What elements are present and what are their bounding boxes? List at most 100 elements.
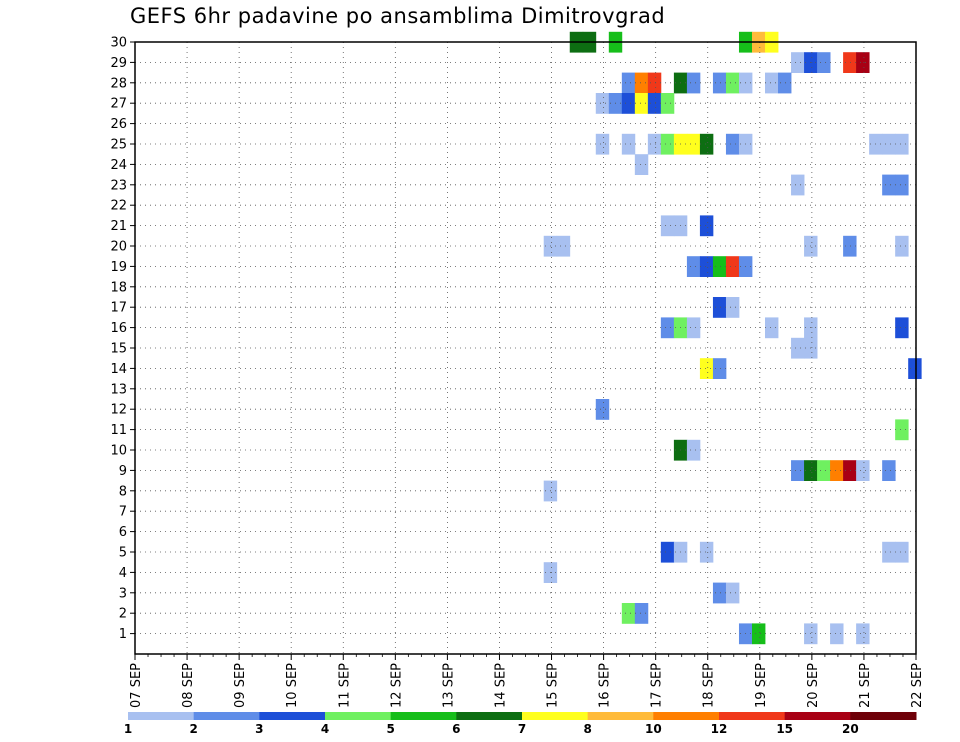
heatmap-cell [791,52,805,73]
x-tick-label: 08 SEP [181,663,196,708]
y-tick-label: 30 [110,36,127,51]
heatmap-cell [830,460,844,481]
heatmap-cell [699,358,714,379]
heatmap-cell [660,133,675,155]
heatmap-cell [595,399,610,420]
heatmap-cell [778,72,792,94]
legend-swatch [719,712,786,720]
legend-swatch [850,712,917,720]
heatmap-cell [830,623,844,645]
y-tick-label: 2 [119,607,127,622]
heatmap-cell [725,297,740,318]
chart-title: GEFS 6hr padavine po ansamblima Dimitrov… [130,4,666,28]
heatmap-cell [621,133,636,155]
heatmap-cell [895,133,909,155]
legend-swatch [587,712,654,720]
x-tick-label: 14 SEP [493,663,508,708]
heatmap-cell [634,603,649,624]
legend-label: 15 [776,722,793,736]
x-tick-label: 18 SEP [702,663,717,708]
heatmap-cell [725,133,740,155]
legend-label: 8 [583,722,591,736]
legend-swatch [128,712,195,720]
y-tick-label: 27 [110,97,127,112]
heatmap-cell [882,541,896,563]
heatmap-cell [895,419,909,441]
y-tick-label: 23 [110,178,127,193]
y-tick-label: 21 [110,219,127,234]
legend-label: 7 [518,722,526,736]
heatmap-cell [895,174,909,196]
legend-label: 1 [124,722,132,736]
heatmap-cell [895,235,909,257]
heatmap-cell [556,235,571,257]
y-tick-label: 17 [110,301,127,316]
x-tick-label: 09 SEP [233,663,248,708]
heatmap-cell [634,93,649,114]
y-tick-label: 24 [110,158,127,173]
heatmap-cell [791,337,805,359]
heatmap-cell [817,52,831,73]
legend: 1 2 3 4 5 6 7 8 10 12 15 20 [124,712,917,736]
y-tick-label: 5 [119,546,127,561]
x-tick-label: 19 SEP [754,663,769,708]
heatmap-cell [634,72,649,94]
heatmap-cell [725,582,740,604]
x-tick-label: 15 SEP [546,663,561,708]
heatmap-cell [765,72,779,94]
heatmap-cell [856,460,870,481]
y-tick-label: 1 [119,627,127,642]
heatmap-cell [686,439,701,461]
legend-label: 3 [255,722,263,736]
x-tick-label: 11 SEP [337,663,352,708]
y-tick-label: 9 [119,464,127,479]
x-tick-label: 12 SEP [389,663,404,708]
heatmap-cell [895,317,909,339]
y-tick-label: 22 [110,199,127,214]
y-tick-label: 13 [110,382,127,397]
legend-label: 10 [645,722,662,736]
legend-swatch [456,712,523,720]
heatmap-cell [712,582,727,604]
legend-swatch [653,712,720,720]
heatmap-cell [817,460,831,481]
legend-label: 2 [189,722,197,736]
heatmap-cell [765,317,779,339]
legend-swatch [522,712,589,720]
x-tick-label: 16 SEP [598,663,613,708]
heatmap-cell [621,603,636,624]
heatmap-cell [712,358,727,379]
x-tick-label: 22 SEP [910,663,925,708]
heatmap-cell [712,256,727,277]
y-tick-label: 18 [110,280,127,295]
legend-label: 12 [711,722,728,736]
x-tick-label: 10 SEP [285,663,300,708]
heatmap-cell [751,623,766,645]
heatmap-cell [621,72,636,94]
y-tick-label: 16 [110,321,127,336]
y-tick-label: 20 [110,240,127,255]
y-tick-label: 14 [110,362,127,377]
heatmap-cell [882,174,896,196]
legend-swatch [193,712,260,720]
heatmap-cell [595,133,610,155]
heatmap-cell [882,133,896,155]
heatmap-cell [634,154,649,175]
legend-label: 4 [321,722,329,736]
heatmap-cell [647,133,662,155]
heatmap-cell [595,93,610,114]
y-tick-label: 6 [119,525,127,540]
cells-layer [543,31,922,645]
y-tick-label: 15 [110,342,127,357]
heatmap-cell [660,215,675,237]
heatmap-cell [712,297,727,318]
y-tick-label: 12 [110,403,127,418]
heatmap-cell [882,460,896,481]
heatmap-cell [686,133,701,155]
heatmap-cell [908,358,922,379]
heatmap-cell [647,72,662,94]
heatmap-cell [699,215,714,237]
heatmap-cell [699,541,714,563]
legend-label: 5 [386,722,394,736]
